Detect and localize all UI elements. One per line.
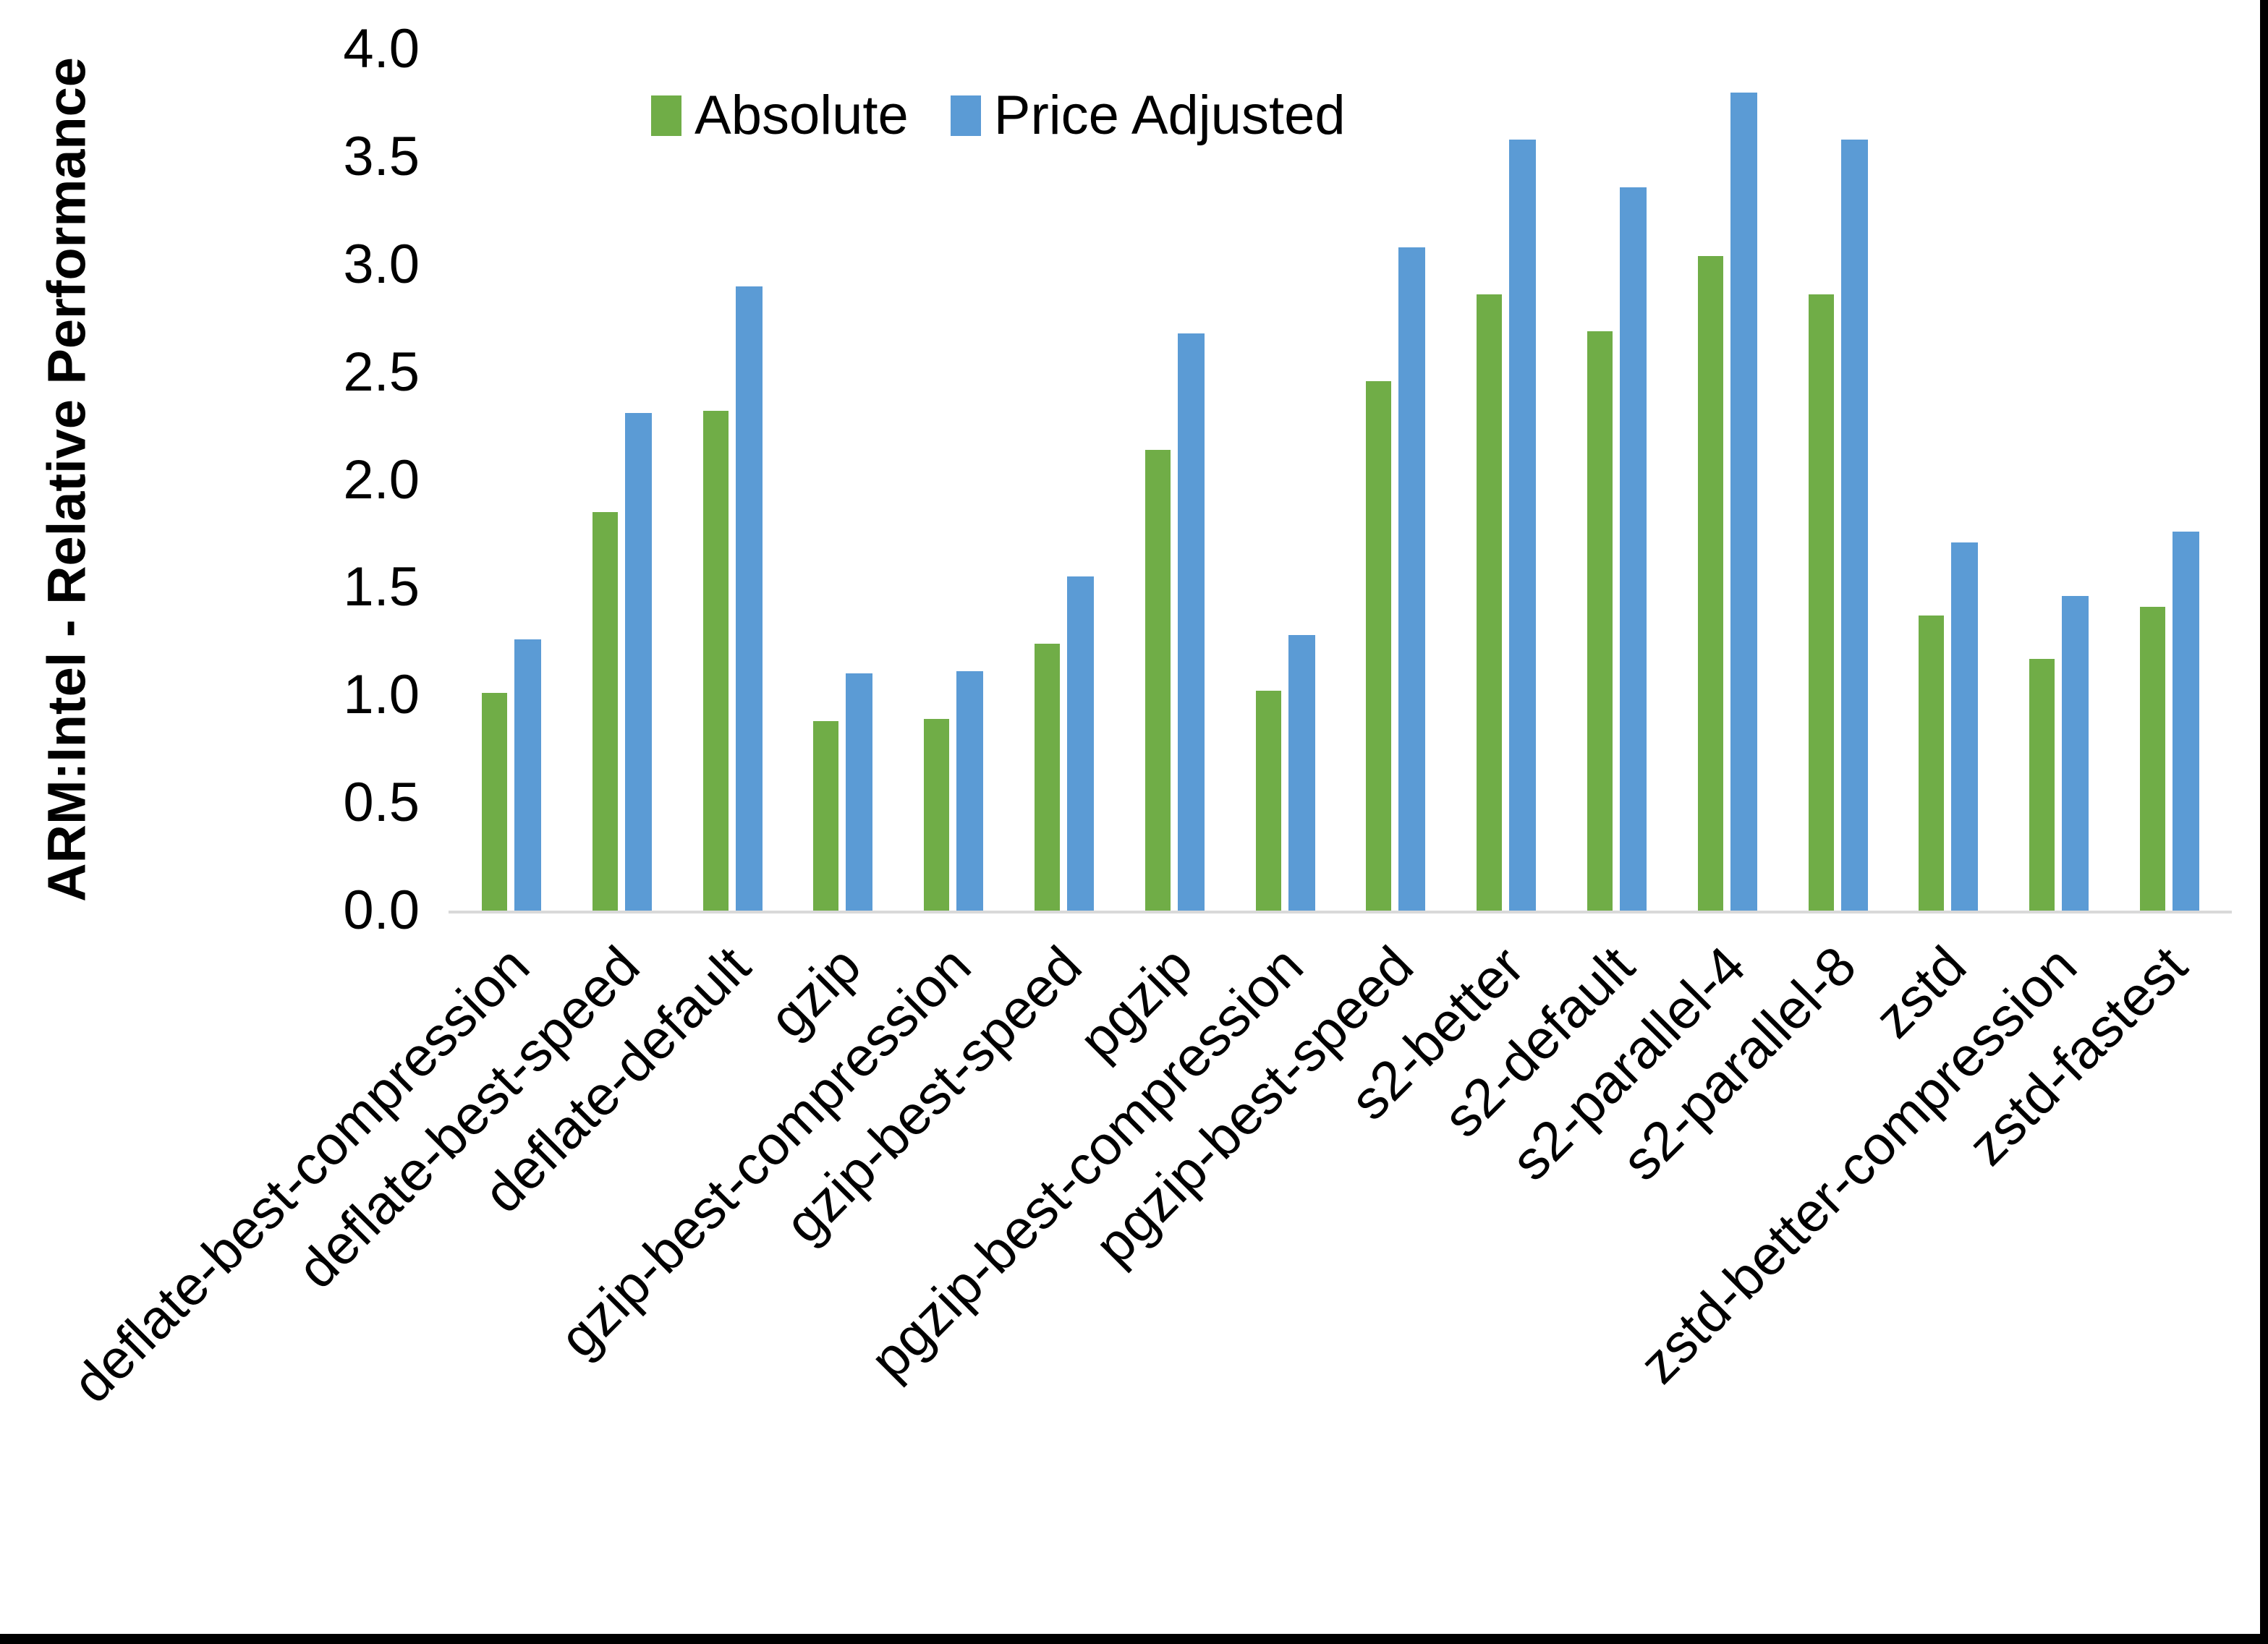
y-axis-tick-label: 3.0	[343, 233, 420, 295]
legend-item-price-adjusted: Price Adjusted	[950, 85, 1346, 146]
bar-price-adjusted-deflate-best-compression	[514, 639, 541, 911]
y-axis-tick-label: 2.0	[343, 448, 420, 511]
y-axis-title: ARM:Intel - Relative Performance	[36, 57, 97, 902]
legend-label-absolute: Absolute	[695, 85, 909, 146]
bar-absolute-s2-default	[1587, 331, 1613, 911]
bar-absolute-pgzip-best-speed	[1366, 381, 1391, 911]
bar-price-adjusted-gzip	[846, 673, 872, 911]
bar-price-adjusted-gzip-best-compression	[956, 671, 983, 911]
y-axis-tick-label: 1.5	[343, 556, 420, 618]
bar-price-adjusted-pgzip-best-compression	[1288, 635, 1315, 911]
right-border	[2260, 0, 2268, 1644]
bar-absolute-pgzip	[1145, 450, 1171, 911]
legend-swatch-absolute	[651, 95, 681, 136]
bar-absolute-gzip	[813, 721, 838, 911]
bottom-border	[0, 1634, 2268, 1644]
bar-price-adjusted-gzip-best-speed	[1067, 576, 1094, 911]
bar-price-adjusted-s2-parallel-4	[1730, 93, 1757, 911]
x-axis-label: deflate-best-compression	[61, 934, 541, 1415]
bar-absolute-gzip-best-compression	[924, 719, 949, 911]
bar-absolute-s2-better	[1477, 294, 1502, 911]
bar-absolute-deflate-best-speed	[593, 512, 618, 911]
bar-price-adjusted-deflate-default	[736, 286, 763, 911]
y-axis-tick-label: 2.5	[343, 341, 420, 403]
bar-price-adjusted-s2-default	[1620, 187, 1647, 911]
bar-price-adjusted-s2-better	[1509, 140, 1536, 911]
bar-price-adjusted-zstd-better-compression	[2062, 596, 2089, 911]
y-axis-tick-label: 0.0	[343, 880, 420, 941]
y-axis-tick-label: 1.0	[343, 664, 420, 726]
bar-price-adjusted-deflate-best-speed	[625, 413, 652, 911]
y-axis-tick-label: 3.5	[343, 125, 420, 187]
legend-item-absolute: Absolute	[651, 88, 909, 143]
bar-price-adjusted-pgzip-best-speed	[1398, 247, 1425, 911]
bar-absolute-zstd-better-compression	[2029, 659, 2055, 911]
bar-absolute-gzip-best-speed	[1035, 644, 1060, 911]
legend: Absolute Price Adjusted	[651, 88, 1388, 143]
bar-absolute-deflate-default	[703, 411, 729, 911]
bar-absolute-zstd-fastest	[2140, 607, 2165, 911]
bar-absolute-zstd	[1919, 616, 1944, 911]
bar-price-adjusted-pgzip	[1178, 333, 1205, 911]
bar-price-adjusted-s2-parallel-8	[1841, 140, 1868, 911]
bar-absolute-s2-parallel-8	[1809, 294, 1834, 911]
bar-absolute-pgzip-best-compression	[1256, 691, 1281, 911]
bar-price-adjusted-zstd	[1951, 542, 1978, 911]
bar-price-adjusted-zstd-fastest	[2173, 532, 2199, 911]
plot-area	[449, 49, 2232, 913]
y-axis-tick-label: 4.0	[343, 18, 420, 80]
legend-swatch-price-adjusted	[950, 95, 981, 136]
bar-absolute-deflate-best-compression	[482, 693, 507, 911]
legend-label-price-adjusted: Price Adjusted	[993, 85, 1346, 146]
y-axis-tick-label: 0.5	[343, 772, 420, 834]
bar-absolute-s2-parallel-4	[1698, 256, 1723, 911]
